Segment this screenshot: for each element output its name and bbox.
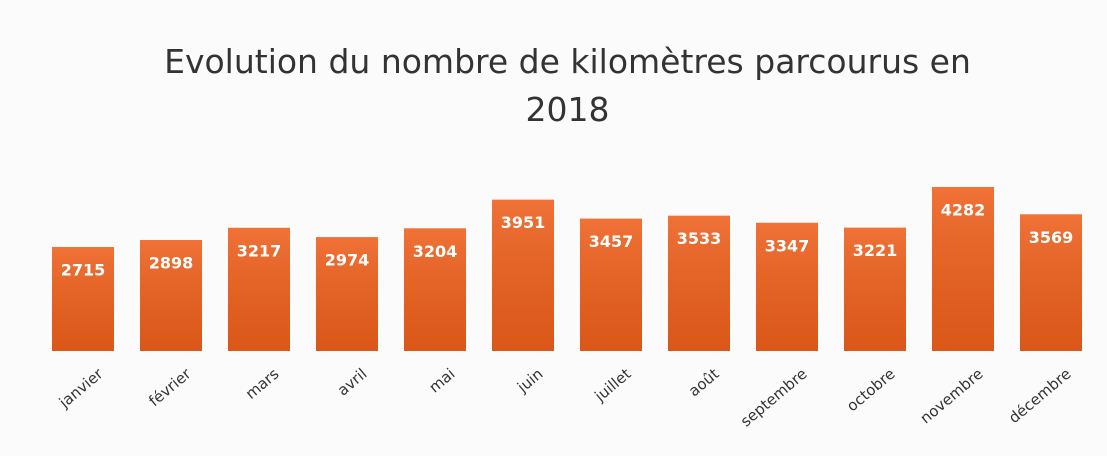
x-tick-label: août: [685, 365, 723, 401]
data-label: 4282: [941, 201, 986, 220]
bar-shade: [492, 199, 554, 351]
bar-shade: [52, 247, 114, 351]
data-label: 3217: [237, 241, 282, 260]
x-tick-label: janvier: [55, 364, 107, 412]
data-label: 3569: [1029, 228, 1074, 247]
bar-shade: [932, 187, 994, 351]
data-label: 3457: [589, 232, 634, 251]
x-tick-label: septembre: [737, 365, 811, 431]
data-label: 3533: [677, 229, 722, 248]
x-tick-label: février: [145, 364, 195, 410]
data-label: 3951: [501, 213, 546, 232]
x-tick-label: avril: [334, 365, 371, 400]
data-label: 3347: [765, 236, 810, 255]
bar-shade: [668, 215, 730, 351]
x-tick-label: décembre: [1005, 365, 1074, 427]
chart-title: Evolution du nombre de kilomètres parcou…: [164, 42, 971, 129]
x-tick-label: mars: [242, 365, 283, 403]
data-label: 3204: [413, 242, 458, 261]
data-label: 2974: [325, 251, 370, 270]
bar-shade: [140, 240, 202, 351]
bar-shade: [1020, 214, 1082, 351]
data-label: 2715: [61, 261, 106, 280]
bar-shade: [580, 218, 642, 351]
x-tick-label: octobre: [843, 365, 898, 415]
bar-shade: [228, 227, 290, 351]
x-tick-label: juillet: [590, 365, 634, 406]
bar-shade: [404, 228, 466, 351]
x-tick-label: juin: [513, 365, 546, 397]
bar-shade: [316, 237, 378, 351]
data-label: 2898: [149, 254, 194, 273]
data-label: 3221: [853, 241, 898, 260]
bar-shade: [844, 227, 906, 351]
bar-shade: [756, 222, 818, 351]
x-tick-label: novembre: [917, 365, 987, 428]
x-tick-label: mai: [425, 365, 458, 397]
